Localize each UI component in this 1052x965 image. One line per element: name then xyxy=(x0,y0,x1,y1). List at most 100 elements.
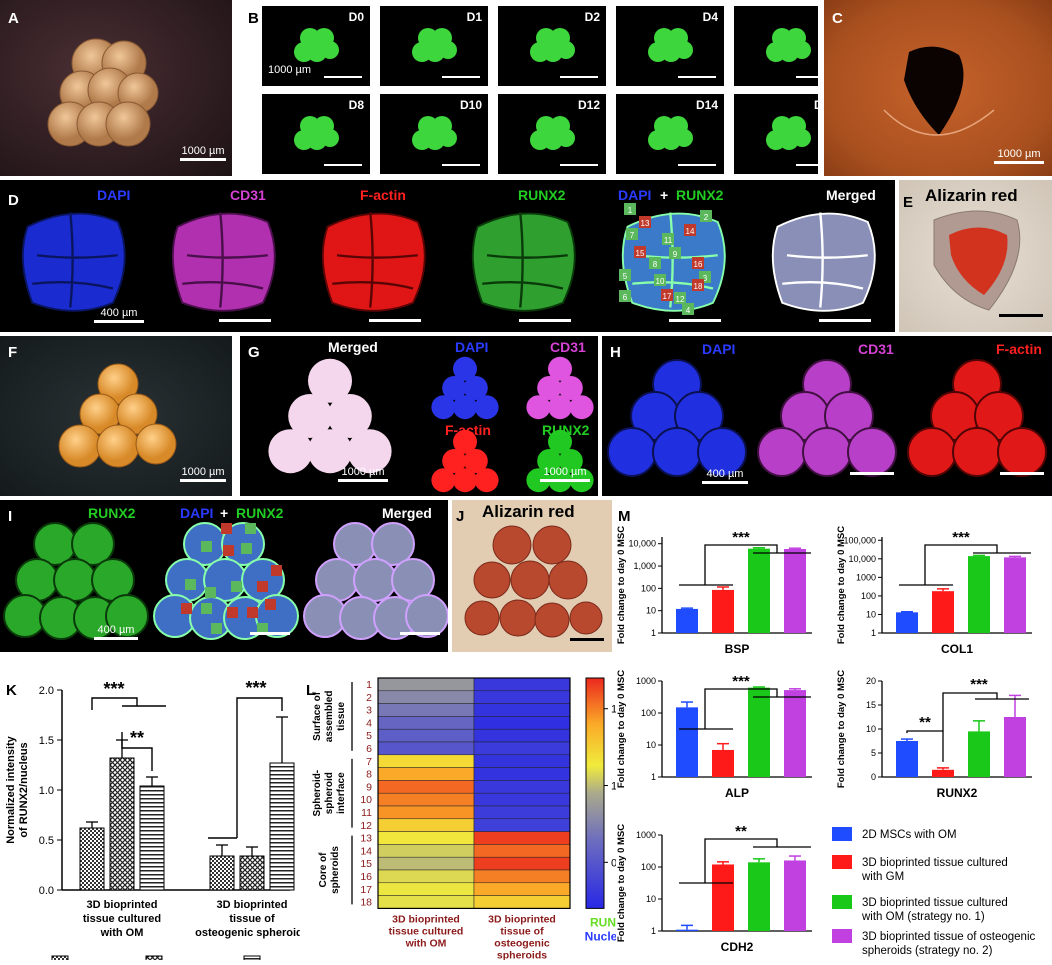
roi-number: 6 xyxy=(623,293,628,302)
tissue-section xyxy=(607,359,747,477)
roi-number: 15 xyxy=(636,249,645,258)
heatmap-cell xyxy=(377,869,475,884)
timepoint-cell: D15 xyxy=(734,94,818,174)
roi-number: 2 xyxy=(704,213,709,222)
legend-swatch xyxy=(145,955,163,960)
bar xyxy=(784,860,806,931)
heatmap-cell xyxy=(473,792,571,807)
significance-label: ** xyxy=(919,714,931,731)
tissue-section xyxy=(471,212,576,312)
significance-label: ** xyxy=(130,728,144,748)
heatmap-cell xyxy=(473,844,571,858)
y-tick-label: 1000 xyxy=(856,572,876,582)
day-label: D4 xyxy=(702,10,718,24)
roi-marker xyxy=(201,603,212,614)
panel-label: D xyxy=(8,192,19,209)
roi-marker xyxy=(654,274,666,286)
row-label: 2 xyxy=(366,692,372,704)
panel-e: E Alizarin red xyxy=(899,180,1052,332)
channel-label-dapi: DAPI xyxy=(702,341,736,357)
roi-marker xyxy=(692,257,704,269)
colorbar-label: Nucleus xyxy=(585,929,616,943)
heatmap-cell xyxy=(377,831,475,845)
roi-marker xyxy=(257,581,268,592)
row-label: 14 xyxy=(360,845,372,857)
panel-g: G Merged DAPI CD31 F-actin RUNX2 1000 µm… xyxy=(240,336,598,496)
bar xyxy=(932,769,954,777)
timepoint-cell: D12 xyxy=(498,94,606,174)
y-tick-label: 100 xyxy=(641,862,656,872)
y-tick-label: 15 xyxy=(866,700,876,710)
timepoint-cell: D0 1000 µm xyxy=(262,6,370,86)
y-tick-label: 0 xyxy=(871,772,876,782)
legend-swatch xyxy=(832,929,852,943)
legend-label: 2D MSCs with OM xyxy=(862,829,957,841)
roi-number: 13 xyxy=(641,219,650,228)
bar xyxy=(269,762,295,891)
scale-bar xyxy=(1000,472,1044,475)
row-group-label: Core ofspheroids xyxy=(318,846,341,894)
roi-marker xyxy=(669,247,681,259)
bar xyxy=(239,855,265,891)
panel-j: J Alizarin red xyxy=(452,500,612,652)
panel-label: C xyxy=(832,10,843,27)
group-label: tissue of xyxy=(229,913,275,925)
row-label: 6 xyxy=(366,743,372,755)
x-axis-label: ALP xyxy=(725,786,749,800)
bar xyxy=(139,785,165,891)
bar xyxy=(209,855,235,891)
roi-marker xyxy=(221,523,232,534)
roi-number: 7 xyxy=(630,231,635,240)
y-tick-label: 1 xyxy=(651,772,656,782)
tissue-image xyxy=(58,363,177,468)
channel-label-runx2: RUNX2 xyxy=(518,187,566,203)
significance-bracket xyxy=(91,697,138,710)
fluorescence-images xyxy=(607,359,1047,477)
timepoint-cell: D10 xyxy=(380,94,488,174)
row-label: 16 xyxy=(360,871,372,883)
scale-bar: 1000 µm xyxy=(540,466,590,482)
stain-title: Alizarin red xyxy=(482,502,575,521)
roi-marker xyxy=(223,545,234,556)
tissue-section xyxy=(171,212,276,312)
heatmap-cell xyxy=(377,780,475,794)
bar xyxy=(109,757,135,891)
significance-label: *** xyxy=(732,673,750,690)
colorbar-tick-label: 1.0 xyxy=(611,781,616,793)
y-tick-label: 1000 xyxy=(636,676,656,686)
scale-bar xyxy=(324,76,362,78)
scale-bar xyxy=(369,319,421,322)
significance-bracket xyxy=(906,730,944,762)
legend-label: spheroids (strategy no. 2) xyxy=(862,945,993,957)
day-label: D14 xyxy=(695,98,718,112)
y-tick-label: 10 xyxy=(646,894,656,904)
tissue-section xyxy=(757,359,897,477)
y-tick-label: 0.5 xyxy=(39,835,54,847)
tissue-section xyxy=(321,212,426,312)
channel-label-runx2: RUNX2 xyxy=(88,505,136,521)
channel-label-runx2: RUNX2 xyxy=(236,505,284,521)
heatmap-cell xyxy=(377,844,475,858)
row-label: 12 xyxy=(360,820,372,832)
roi-marker xyxy=(649,257,661,269)
roi-marker xyxy=(661,289,673,301)
x-axis-label: BSP xyxy=(725,642,750,656)
x-axis-label: COL1 xyxy=(941,642,973,656)
panel-label: F xyxy=(8,344,18,361)
y-tick-label: 10 xyxy=(646,606,656,616)
column-label: tissue cultured xyxy=(389,925,464,937)
bar xyxy=(712,589,734,633)
row-label: 18 xyxy=(360,897,372,909)
significance-bracket xyxy=(942,692,998,731)
tissue-section xyxy=(3,522,149,640)
bar xyxy=(748,687,770,777)
roi-marker xyxy=(634,246,646,258)
bar xyxy=(784,548,806,633)
row-label: 9 xyxy=(366,781,372,793)
roi-marker xyxy=(626,228,638,240)
y-tick-label: 10 xyxy=(646,740,656,750)
row-group-label: Surface ofassembledtissue xyxy=(312,691,347,743)
heatmap-cell xyxy=(473,869,571,884)
heatmap-cell xyxy=(473,677,571,692)
